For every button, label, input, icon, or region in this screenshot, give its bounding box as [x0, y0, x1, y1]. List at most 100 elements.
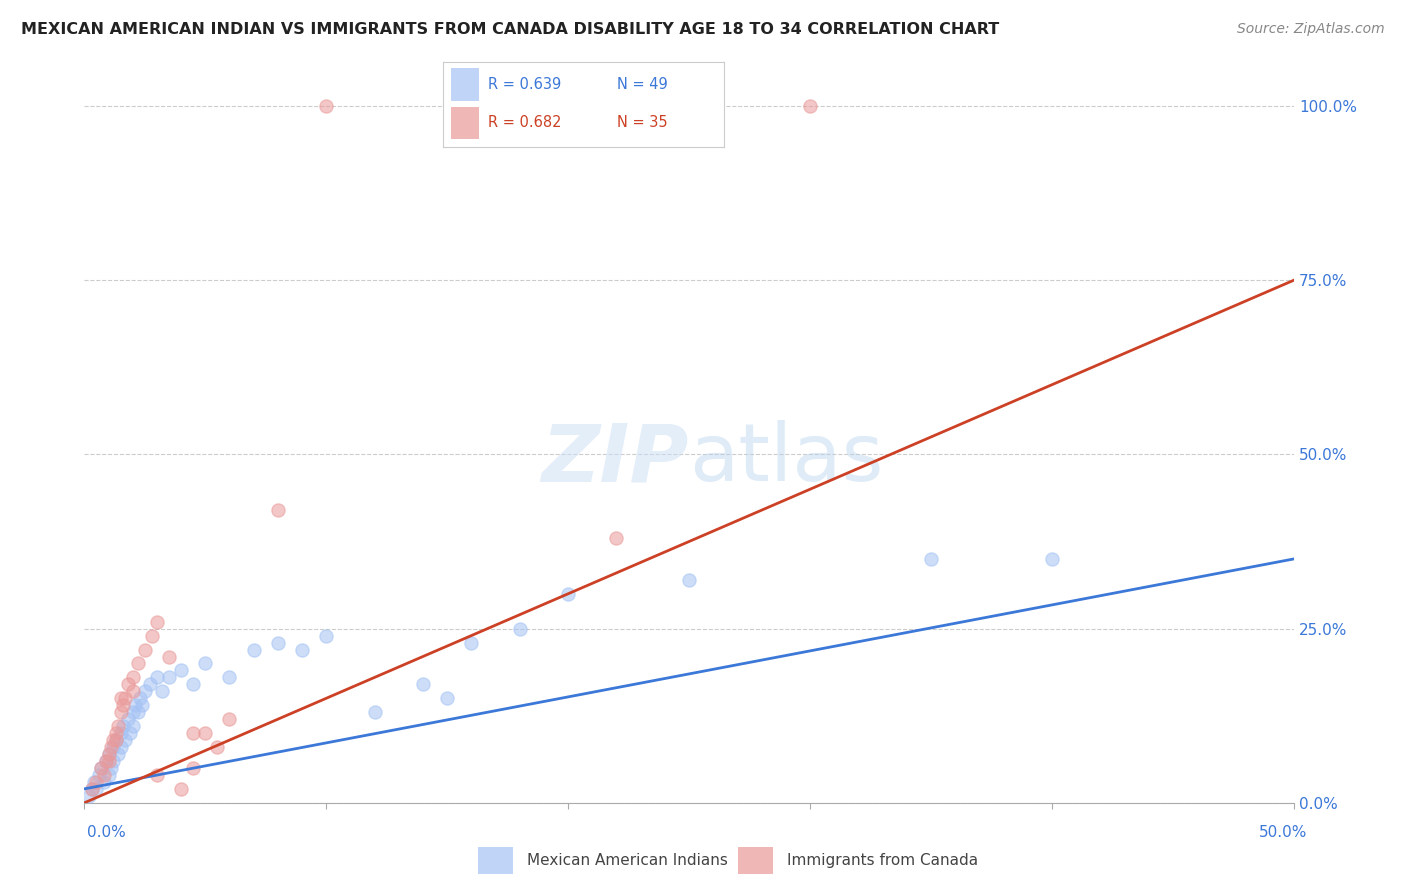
Point [110, 691, 132, 706]
Point [181, 726, 204, 740]
Point [242, 642, 264, 657]
Point [100, 761, 122, 775]
Text: Immigrants from Canada: Immigrants from Canada [787, 854, 979, 868]
Point [110, 705, 132, 719]
Point [103, 754, 125, 768]
Text: 50.0%: 50.0% [1260, 825, 1308, 840]
Text: R = 0.682: R = 0.682 [488, 115, 561, 129]
Text: N = 49: N = 49 [617, 77, 668, 92]
Point [141, 629, 163, 643]
Point [104, 726, 127, 740]
Point [146, 768, 169, 782]
Point [129, 691, 152, 706]
Point [83, 775, 105, 789]
Point [114, 733, 136, 747]
Point [90, 761, 112, 775]
Point [112, 719, 135, 733]
Bar [451, 69, 479, 101]
Text: R = 0.639: R = 0.639 [488, 77, 561, 92]
Point [97, 747, 120, 761]
Bar [478, 847, 513, 874]
Point [107, 747, 129, 761]
Point [207, 740, 229, 755]
Point [291, 642, 314, 657]
Point [127, 657, 149, 671]
Point [181, 761, 204, 775]
Point [117, 712, 139, 726]
Point [77, 789, 100, 803]
Point [509, 622, 531, 636]
Point [134, 684, 156, 698]
Y-axis label: Disability Age 18 to 34: Disability Age 18 to 34 [0, 350, 7, 524]
Text: Source: ZipAtlas.com: Source: ZipAtlas.com [1237, 22, 1385, 37]
Point [799, 99, 821, 113]
Point [110, 726, 132, 740]
Point [460, 635, 482, 649]
Point [117, 677, 139, 691]
Bar [451, 106, 479, 139]
Point [194, 657, 217, 671]
Point [267, 503, 290, 517]
Text: MEXICAN AMERICAN INDIAN VS IMMIGRANTS FROM CANADA DISABILITY AGE 18 TO 34 CORREL: MEXICAN AMERICAN INDIAN VS IMMIGRANTS FR… [21, 22, 1000, 37]
Point [107, 719, 129, 733]
Point [80, 781, 103, 796]
Point [138, 677, 160, 691]
Point [218, 670, 240, 684]
Text: Mexican American Indians: Mexican American Indians [527, 854, 728, 868]
Text: atlas: atlas [689, 420, 883, 498]
Point [157, 649, 180, 664]
Point [80, 781, 103, 796]
Point [121, 670, 143, 684]
Point [94, 754, 117, 768]
Point [121, 705, 143, 719]
Point [315, 629, 337, 643]
Text: ZIP: ZIP [541, 420, 689, 498]
Text: N = 35: N = 35 [617, 115, 668, 129]
Point [436, 691, 458, 706]
Point [134, 642, 156, 657]
Point [150, 684, 173, 698]
Point [112, 698, 135, 713]
Point [86, 775, 108, 789]
Point [97, 747, 120, 761]
Point [218, 712, 240, 726]
Point [146, 615, 169, 629]
Point [605, 531, 627, 545]
Point [121, 684, 143, 698]
Point [678, 573, 700, 587]
Point [1040, 552, 1063, 566]
Point [315, 99, 337, 113]
Point [97, 754, 120, 768]
Point [90, 761, 112, 775]
Text: 0.0%: 0.0% [87, 825, 127, 840]
Point [181, 677, 204, 691]
Point [114, 691, 136, 706]
Point [110, 740, 132, 755]
Point [121, 719, 143, 733]
Point [97, 768, 120, 782]
Point [103, 733, 125, 747]
Point [104, 733, 127, 747]
Point [412, 677, 434, 691]
Point [87, 768, 110, 782]
Point [194, 726, 217, 740]
Point [104, 733, 127, 747]
Point [124, 698, 146, 713]
Point [363, 705, 385, 719]
Point [103, 740, 125, 755]
Point [93, 775, 115, 789]
Bar [738, 847, 773, 874]
Point [94, 754, 117, 768]
Point [131, 698, 153, 713]
Point [127, 705, 149, 719]
Point [93, 768, 115, 782]
Point [267, 635, 290, 649]
Point [157, 670, 180, 684]
Point [557, 587, 579, 601]
Point [120, 726, 142, 740]
Point [920, 552, 942, 566]
Point [100, 740, 122, 755]
Point [86, 781, 108, 796]
Point [146, 670, 169, 684]
Point [170, 664, 193, 678]
